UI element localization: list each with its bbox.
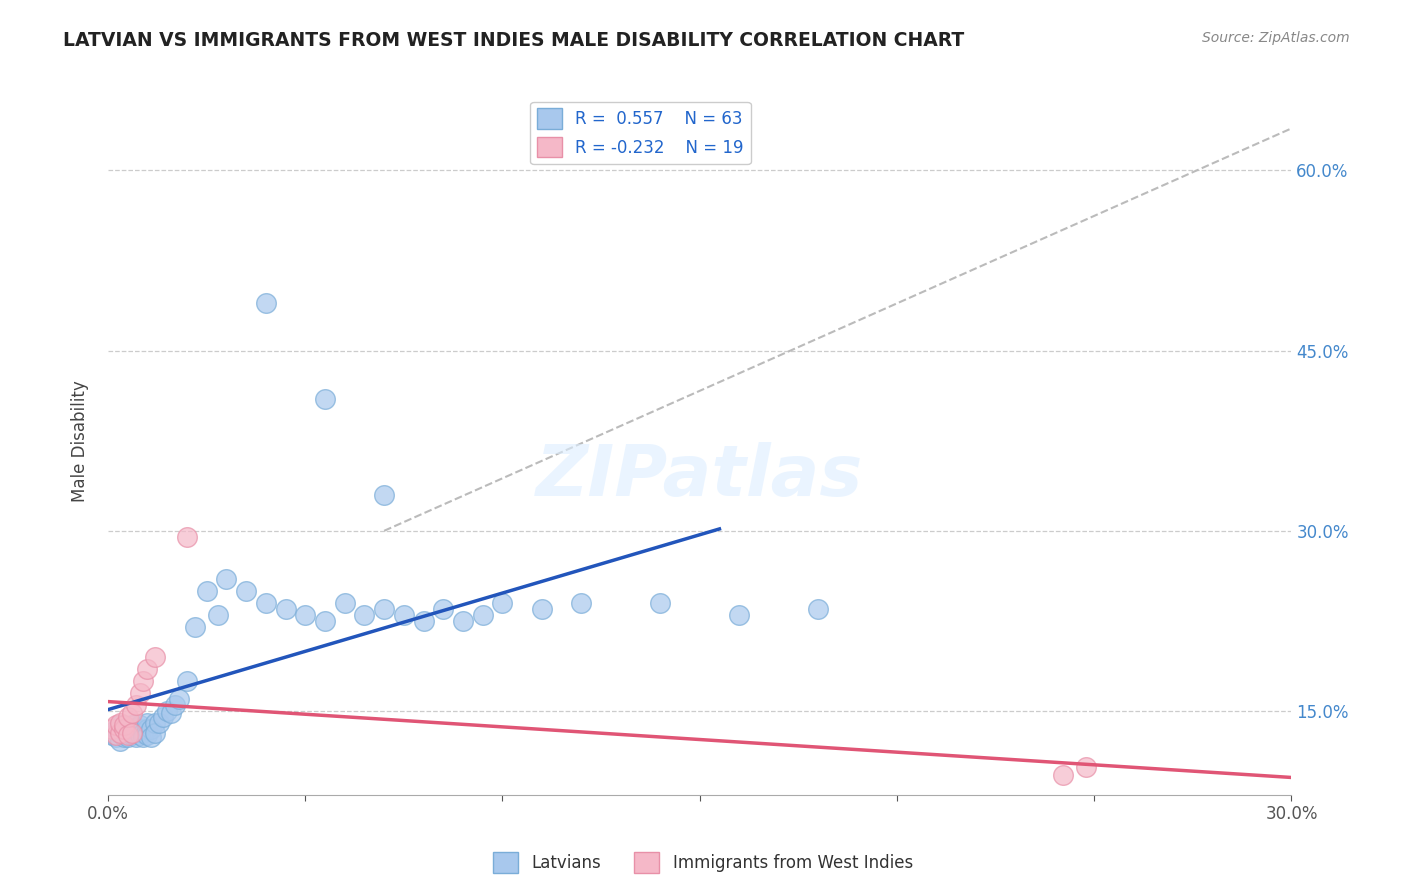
Point [104,722,127,736]
Point [195,583,218,598]
Point [112,731,135,745]
Point [124,721,146,735]
Point [143,725,166,739]
Point [491,596,513,610]
Point [132,731,155,745]
Point [530,602,553,616]
Point [136,662,159,676]
Point [373,488,395,502]
Text: ZIPatlas: ZIPatlas [536,442,863,510]
Point [104,718,127,732]
Point [108,725,131,739]
Point [108,716,131,731]
Point [121,725,143,739]
Point [1052,767,1074,781]
Point [148,716,170,731]
Point [117,725,139,739]
Point [136,716,159,731]
Point [451,614,474,628]
Point [160,706,183,721]
Point [101,722,124,736]
Text: Source: ZipAtlas.com: Source: ZipAtlas.com [1202,31,1350,45]
Point [432,602,454,616]
Point [184,620,207,634]
Point [112,722,135,736]
Point [156,704,179,718]
Point [112,722,135,736]
Point [314,614,336,628]
Point [254,596,277,610]
Point [132,725,155,739]
Point [108,725,131,739]
Point [392,607,415,622]
Point [471,607,494,622]
Legend: Latvians, Immigrants from West Indies: Latvians, Immigrants from West Indies [486,846,920,880]
Point [235,583,257,598]
Point [136,728,159,742]
Point [569,596,592,610]
Point [128,728,150,742]
Point [117,728,139,742]
Point [128,718,150,732]
Point [112,728,135,742]
Point [128,722,150,736]
Point [176,530,198,544]
Point [101,728,124,742]
Point [141,722,163,736]
Point [108,734,131,748]
Point [112,718,135,732]
Point [152,710,174,724]
Point [412,614,434,628]
Y-axis label: Male Disability: Male Disability [72,380,89,501]
Point [353,607,375,622]
Point [165,698,187,712]
Point [117,710,139,724]
Point [143,649,166,664]
Point [274,602,297,616]
Point [121,706,143,721]
Point [104,728,127,742]
Point [124,725,146,739]
Point [141,731,163,745]
Point [176,673,198,688]
Point [254,295,277,310]
Point [136,722,159,736]
Point [1076,760,1098,774]
Point [167,692,190,706]
Point [121,728,143,742]
Point [143,716,166,731]
Point [207,607,229,622]
Point [728,607,751,622]
Point [104,731,127,745]
Legend: R =  0.557    N = 63, R = -0.232    N = 19: R = 0.557 N = 63, R = -0.232 N = 19 [530,102,751,164]
Point [314,392,336,406]
Point [333,596,356,610]
Point [121,718,143,732]
Point [128,686,150,700]
Point [294,607,316,622]
Point [121,723,143,738]
Point [124,698,146,712]
Point [117,721,139,735]
Text: LATVIAN VS IMMIGRANTS FROM WEST INDIES MALE DISABILITY CORRELATION CHART: LATVIAN VS IMMIGRANTS FROM WEST INDIES M… [63,31,965,50]
Point [108,718,131,732]
Point [650,596,672,610]
Point [215,572,238,586]
Point [124,731,146,745]
Point [373,602,395,616]
Point [117,731,139,745]
Point [132,673,155,688]
Point [807,602,830,616]
